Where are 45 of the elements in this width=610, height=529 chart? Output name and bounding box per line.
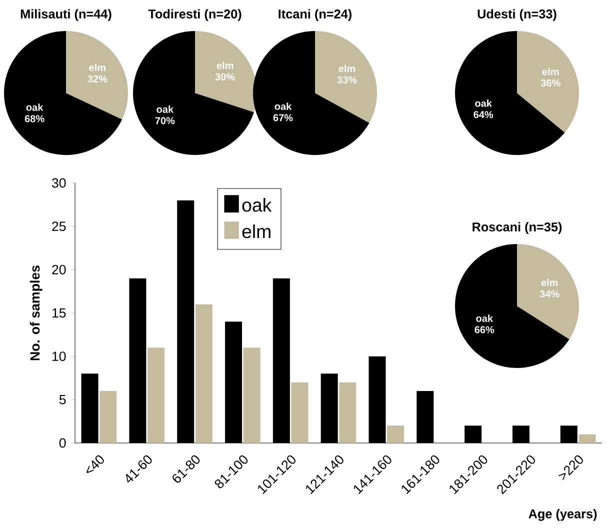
y-tick-label: 25 [52, 222, 66, 232]
data-label: 30% [215, 73, 235, 80]
chart-title: Udesti (n=33) [478, 9, 556, 21]
bar [578, 434, 596, 443]
y-axis-title: No. of samples [30, 266, 42, 360]
y-tick-label: 10 [52, 352, 66, 362]
slice-label: elm [338, 64, 355, 72]
chart-title: Roscani (n=35) [472, 222, 562, 234]
chart-title: Milisauti (n=44) [20, 9, 112, 21]
bar [387, 426, 404, 443]
bar [148, 348, 165, 443]
bar [339, 382, 356, 443]
data-label: 34% [540, 290, 560, 298]
bar [243, 348, 260, 443]
data-label: 64% [474, 111, 494, 118]
slice-label: oak [156, 106, 174, 113]
data-label: 68% [24, 115, 44, 122]
slice-label: oak [274, 102, 292, 110]
chart-title: Todiresti (n=20) [148, 9, 242, 21]
slice-label: elm [89, 64, 106, 72]
slice-label: elm [216, 62, 234, 70]
bar [195, 304, 212, 443]
y-tick-label: 0 [59, 438, 66, 448]
legend-label: oak [242, 198, 272, 212]
bar [100, 391, 117, 443]
data-label: 67% [273, 114, 293, 122]
legend-label: elm [242, 224, 270, 238]
y-tick-label: 30 [52, 178, 66, 188]
bar [291, 382, 308, 443]
slice-label: oak [476, 314, 494, 322]
slice-label: elm [541, 278, 558, 286]
y-tick-label: 15 [52, 308, 66, 318]
data-label: 32% [88, 75, 108, 82]
slice-label: oak [26, 104, 44, 111]
data-label: 70% [155, 117, 175, 124]
chart-title: Itcani (n=24) [278, 9, 352, 21]
y-tick-label: 5 [59, 395, 66, 404]
slice-label: oak [475, 99, 492, 107]
data-label: 66% [474, 326, 494, 334]
data-label: 36% [540, 79, 560, 87]
x-axis-title: Age (years) [528, 509, 597, 521]
data-label: 33% [337, 76, 357, 84]
x-tick-label: <40 [86, 455, 104, 474]
y-tick-label: 20 [52, 264, 66, 274]
slice-label: elm [542, 68, 559, 76]
